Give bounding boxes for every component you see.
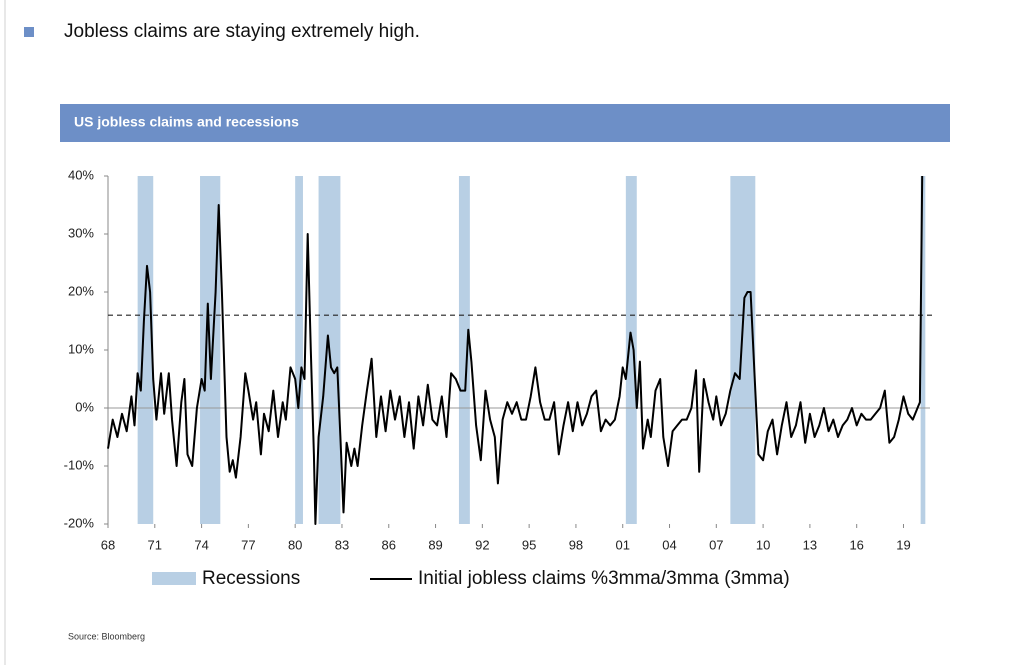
x-tick-label: 89 bbox=[428, 537, 442, 552]
legend-label: Recessions bbox=[202, 568, 300, 589]
y-tick-label: -20% bbox=[64, 515, 95, 530]
x-tick-label: 77 bbox=[241, 537, 255, 552]
headline: Jobless claims are staying extremely hig… bbox=[64, 21, 420, 42]
x-tick-label: 86 bbox=[382, 537, 396, 552]
source: Source: Bloomberg bbox=[68, 631, 145, 641]
y-tick-label: 0% bbox=[75, 399, 94, 414]
x-tick-label: 01 bbox=[615, 537, 629, 552]
chart-header bbox=[60, 104, 950, 142]
x-tick-label: 16 bbox=[849, 537, 863, 552]
x-tick-label: 07 bbox=[709, 537, 723, 552]
x-tick-label: 10 bbox=[756, 537, 770, 552]
bullet bbox=[24, 27, 34, 37]
x-tick-label: 92 bbox=[475, 537, 489, 552]
legend-label: Initial jobless claims %3mma/3mma (3mma) bbox=[418, 568, 790, 589]
chart-title: US jobless claims and recessions bbox=[74, 114, 299, 130]
x-tick-label: 13 bbox=[803, 537, 817, 552]
x-tick-label: 19 bbox=[896, 537, 910, 552]
x-tick-label: 71 bbox=[148, 537, 162, 552]
y-tick-label: -10% bbox=[64, 457, 95, 472]
claims-line bbox=[107, 175, 924, 525]
recession-band bbox=[458, 176, 470, 524]
y-tick-label: 20% bbox=[68, 283, 94, 298]
recession-band bbox=[920, 176, 926, 524]
x-tick-label: 74 bbox=[194, 537, 208, 552]
legend-swatch bbox=[152, 572, 196, 585]
x-tick-label: 95 bbox=[522, 537, 536, 552]
y-tick-label: 30% bbox=[68, 225, 94, 240]
recession-band bbox=[295, 176, 303, 524]
recession-band bbox=[625, 176, 637, 524]
recession-band bbox=[137, 176, 154, 524]
x-tick-label: 98 bbox=[569, 537, 583, 552]
x-tick-label: 80 bbox=[288, 537, 302, 552]
x-tick-label: 83 bbox=[335, 537, 349, 552]
y-tick-label: 10% bbox=[68, 341, 94, 356]
x-tick-label: 68 bbox=[101, 537, 115, 552]
y-tick-label: 40% bbox=[68, 167, 94, 182]
x-tick-label: 04 bbox=[662, 537, 676, 552]
recession-band bbox=[730, 176, 756, 524]
